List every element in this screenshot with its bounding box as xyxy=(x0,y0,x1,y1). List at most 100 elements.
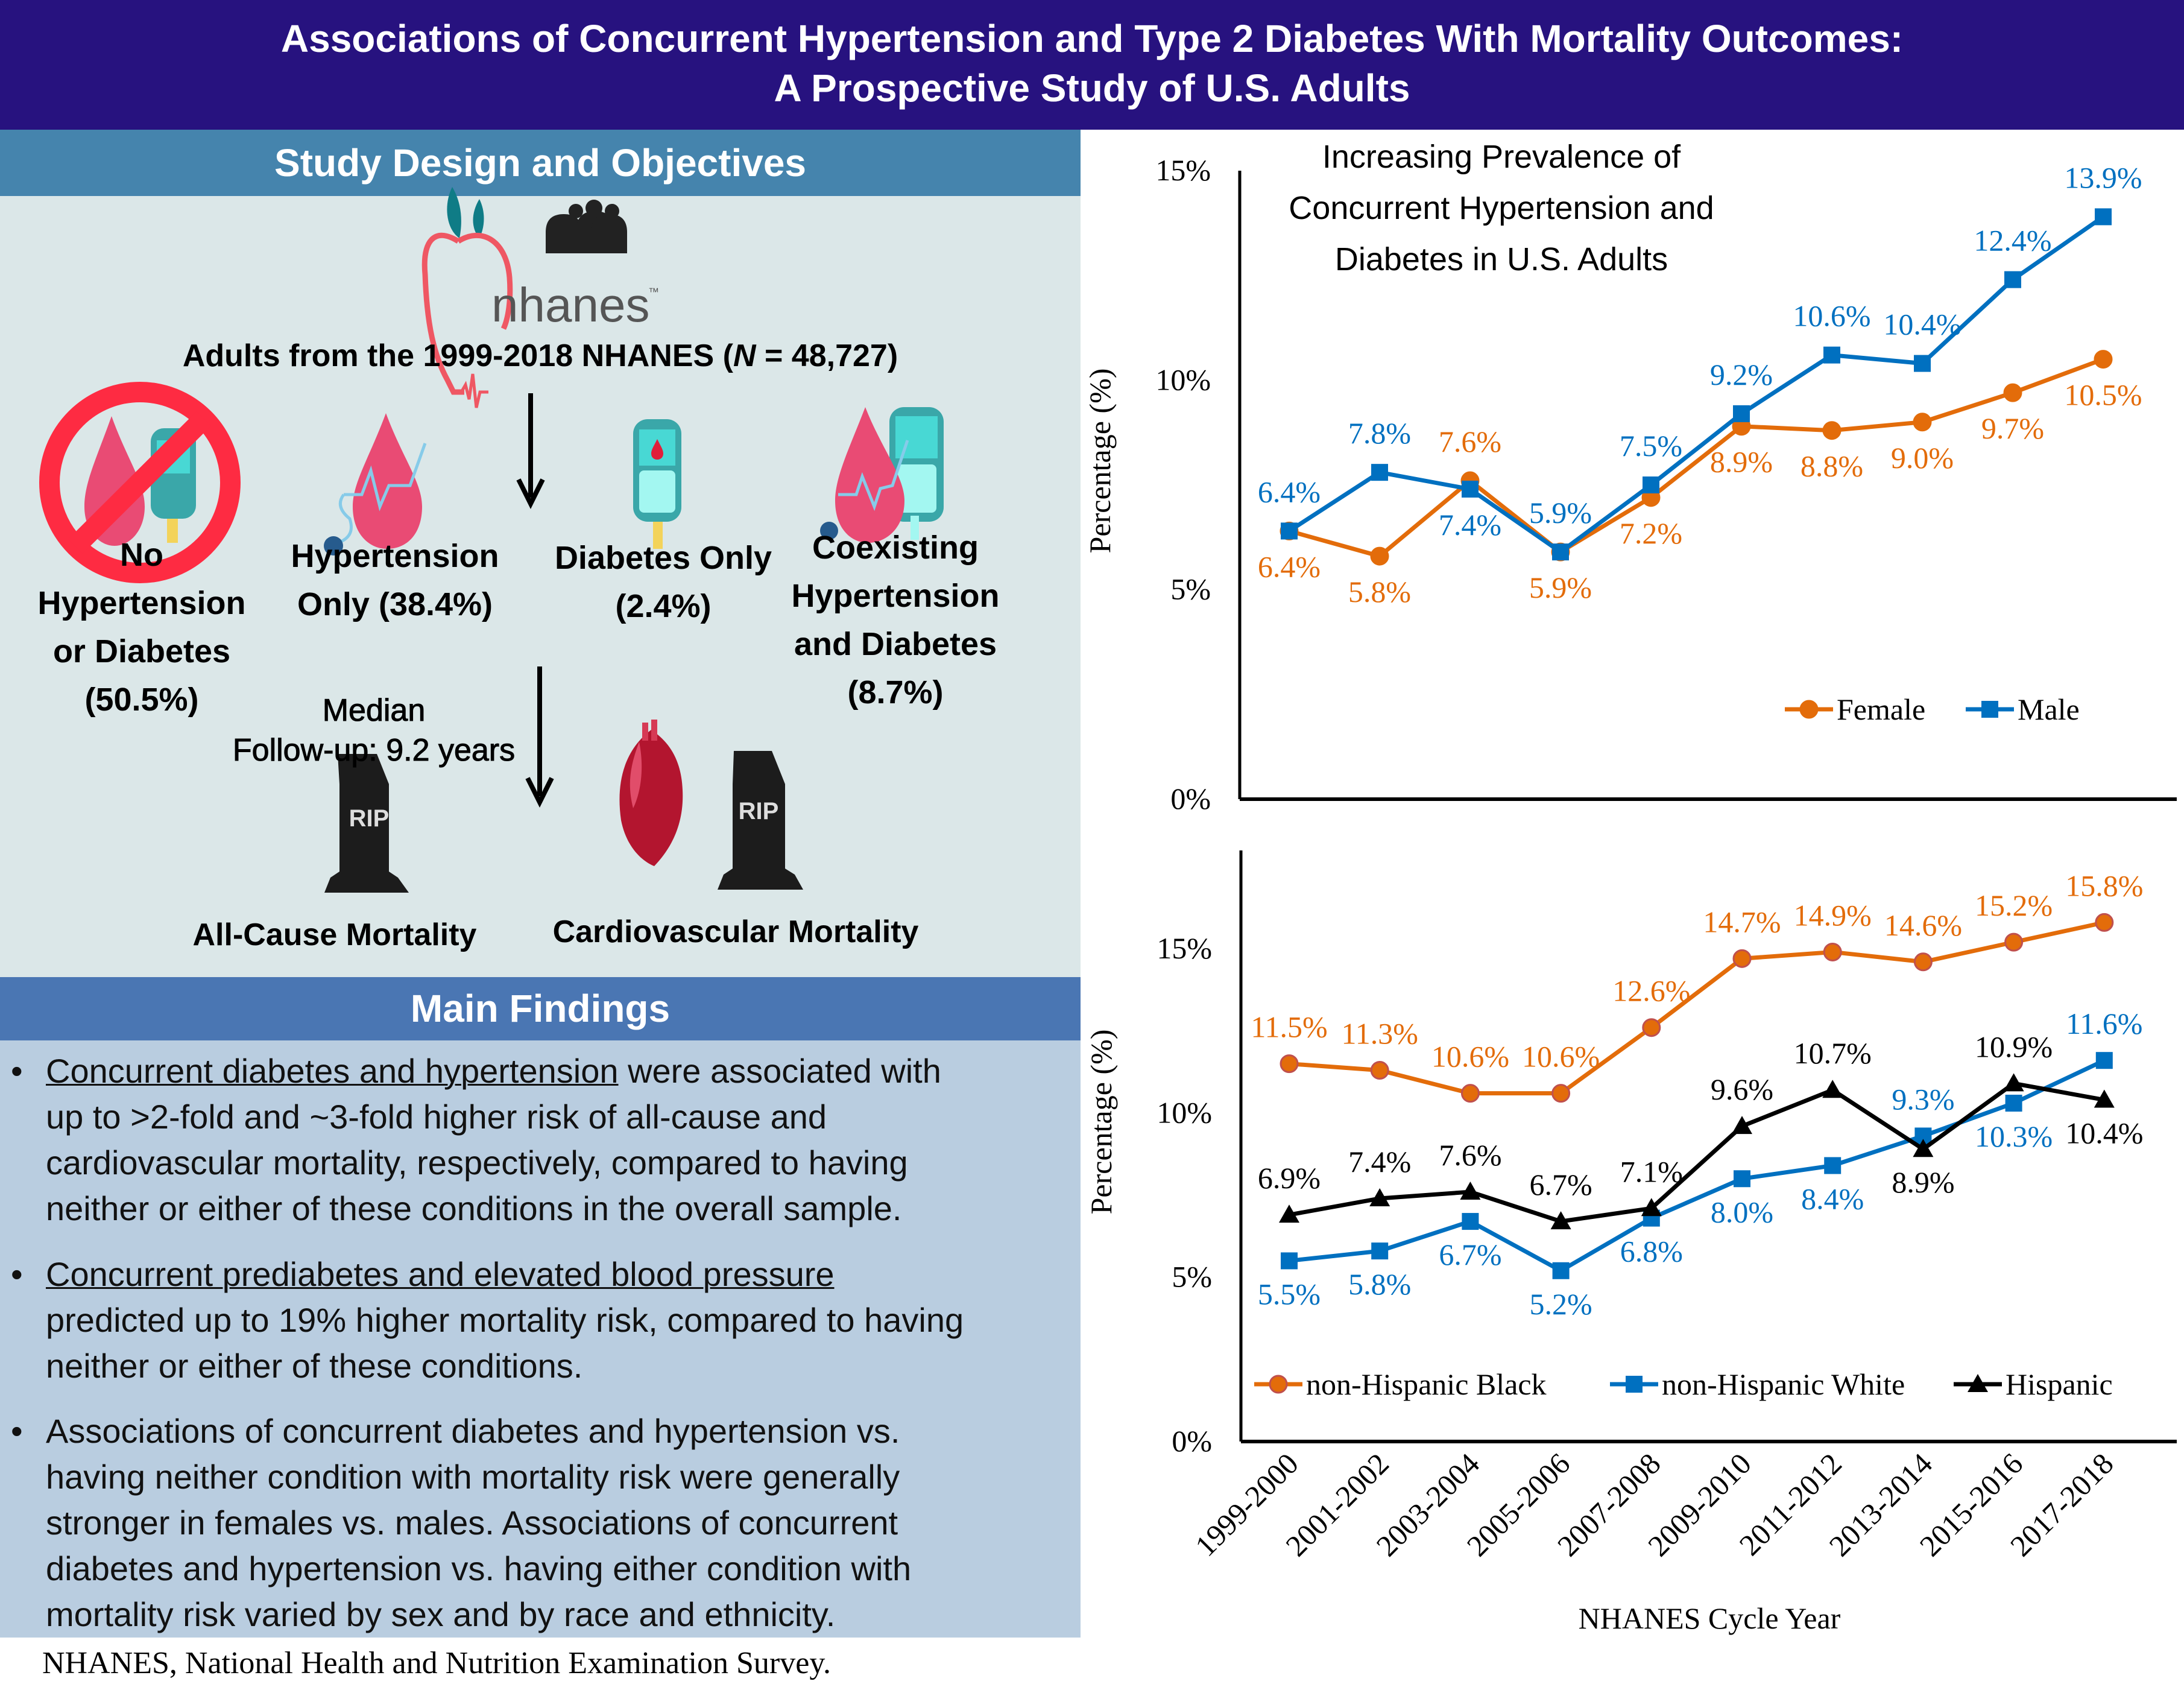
data-point xyxy=(1822,1080,1843,1098)
group-label-hypertension-only: Hypertension Only (38.4%) xyxy=(291,538,499,622)
data-point xyxy=(1281,522,1298,540)
data-label: 8.4% xyxy=(1801,1182,1864,1215)
series-line-non-hispanic-white xyxy=(1289,1059,2106,1273)
data-label: 9.7% xyxy=(1981,411,2044,445)
data-point xyxy=(1371,1242,1389,1260)
footnote: NHANES, National Health and Nutrition Ex… xyxy=(42,1646,831,1680)
data-label: 5.8% xyxy=(1348,1267,1411,1301)
data-label: 14.9% xyxy=(1794,898,1872,932)
followup-text: Median Follow-up: 9.2 years xyxy=(232,693,516,768)
data-label: 11.6% xyxy=(2066,1007,2142,1040)
series-line-male xyxy=(1288,215,2104,554)
legend-label: non-Hispanic Black xyxy=(1306,1367,1547,1401)
data-label: 7.6% xyxy=(1439,425,1501,458)
data-label: 7.4% xyxy=(1348,1145,1411,1179)
data-label: 10.5% xyxy=(2064,378,2142,412)
data-label: 7.5% xyxy=(1620,429,1682,463)
data-point xyxy=(1552,543,1569,561)
data-label: 8.0% xyxy=(1711,1195,1773,1229)
data-label: 10.9% xyxy=(1975,1030,2053,1063)
data-label: 9.0% xyxy=(1891,441,1954,475)
y-tick-label: 5% xyxy=(1170,572,1211,606)
legend-label: non-Hispanic White xyxy=(1662,1367,1905,1401)
data-label: 10.3% xyxy=(1975,1119,2053,1153)
outcome-cardiovascular: Cardiovascular Mortality xyxy=(552,914,919,949)
data-label: 8.8% xyxy=(1801,449,1863,483)
data-point xyxy=(1822,421,1842,440)
x-axis-title: NHANES Cycle Year xyxy=(1579,1601,1841,1635)
legend-marker xyxy=(1269,1375,1288,1394)
data-point xyxy=(1823,346,1840,364)
data-point xyxy=(1550,1211,1571,1230)
data-label: 10.6% xyxy=(1522,1040,1600,1074)
data-point xyxy=(1914,355,1931,372)
data-label: 6.8% xyxy=(1620,1235,1683,1268)
legend-marker xyxy=(1968,1374,1988,1392)
data-point xyxy=(1460,1182,1481,1200)
data-point xyxy=(1462,1213,1479,1230)
data-label: 7.2% xyxy=(1620,516,1682,550)
data-point xyxy=(2003,383,2022,402)
title-line-2: A Prospective Study of U.S. Adults xyxy=(774,66,1410,110)
data-label: 10.6% xyxy=(1431,1040,1509,1074)
data-point xyxy=(1824,1157,1842,1174)
data-label: 5.5% xyxy=(1258,1277,1321,1311)
data-point xyxy=(1733,405,1750,422)
data-label: 7.6% xyxy=(1439,1138,1501,1172)
legend-marker xyxy=(1799,700,1819,719)
data-label: 14.7% xyxy=(1703,905,1781,938)
data-label: 5.9% xyxy=(1529,496,1592,530)
data-point xyxy=(1642,1018,1661,1037)
legend-marker xyxy=(1981,701,1998,718)
main-findings-heading: Main Findings xyxy=(0,977,1081,1040)
group-label-none: No Hypertension or Diabetes (50.5%) xyxy=(37,537,246,718)
data-label: 7.8% xyxy=(1348,416,1411,450)
data-point xyxy=(1913,1139,1934,1157)
y-tick-label: 10% xyxy=(1157,1095,1212,1129)
y-tick-label: 5% xyxy=(1172,1260,1212,1294)
legend-label: Male xyxy=(2018,692,2080,726)
data-point xyxy=(1734,1170,1750,1188)
data-point xyxy=(1643,476,1659,493)
data-label: 9.2% xyxy=(1710,358,1773,391)
data-point xyxy=(1281,1252,1298,1270)
data-point xyxy=(1279,1204,1299,1223)
chart-title-line: Diabetes in U.S. Adults xyxy=(1335,241,1668,277)
data-label: 14.6% xyxy=(1884,908,1962,942)
data-label: 5.2% xyxy=(1530,1287,1592,1321)
data-label: 10.7% xyxy=(1794,1036,1872,1070)
data-point xyxy=(1280,1054,1299,1074)
title-line-1: Associations of Concurrent Hypertension … xyxy=(280,17,1904,60)
data-label: 6.9% xyxy=(1258,1161,1321,1195)
y-axis-title: Percentage (%) xyxy=(1083,369,1117,554)
data-point xyxy=(2095,208,2112,226)
chart-title-line: Concurrent Hypertension and xyxy=(1289,190,1714,226)
study-design-heading: Study Design and Objectives xyxy=(0,130,1081,196)
data-point xyxy=(1913,413,1932,432)
data-label: 12.4% xyxy=(1974,224,2051,258)
data-point xyxy=(1371,464,1388,481)
data-point xyxy=(1552,1262,1570,1279)
data-point xyxy=(1462,480,1479,498)
data-point xyxy=(1732,1116,1752,1135)
y-tick-label: 0% xyxy=(1172,1424,1212,1458)
data-label: 6.7% xyxy=(1439,1238,1501,1271)
data-label: 6.7% xyxy=(1530,1168,1592,1201)
y-tick-label: 15% xyxy=(1157,931,1212,965)
series-line-female xyxy=(1289,357,2104,559)
data-point xyxy=(1732,949,1752,968)
data-label: 15.2% xyxy=(1975,888,2053,922)
data-label: 11.5% xyxy=(1251,1010,1327,1044)
data-label: 15.8% xyxy=(2065,869,2143,902)
population-text: Adults from the 1999-2018 NHANES (N = 48… xyxy=(182,338,898,373)
chart-title-line: Increasing Prevalence of xyxy=(1322,139,1681,175)
data-point xyxy=(2004,932,2024,952)
data-point xyxy=(2004,271,2021,288)
legend-marker xyxy=(1626,1376,1643,1393)
main-findings-panel xyxy=(0,1040,1081,1638)
data-label: 10.6% xyxy=(1793,299,1870,333)
data-label: 8.9% xyxy=(1892,1165,1954,1199)
data-point xyxy=(1370,546,1389,566)
data-point xyxy=(1460,1084,1480,1103)
group-label-diabetes-only: Diabetes Only (2.4%) xyxy=(554,540,772,624)
